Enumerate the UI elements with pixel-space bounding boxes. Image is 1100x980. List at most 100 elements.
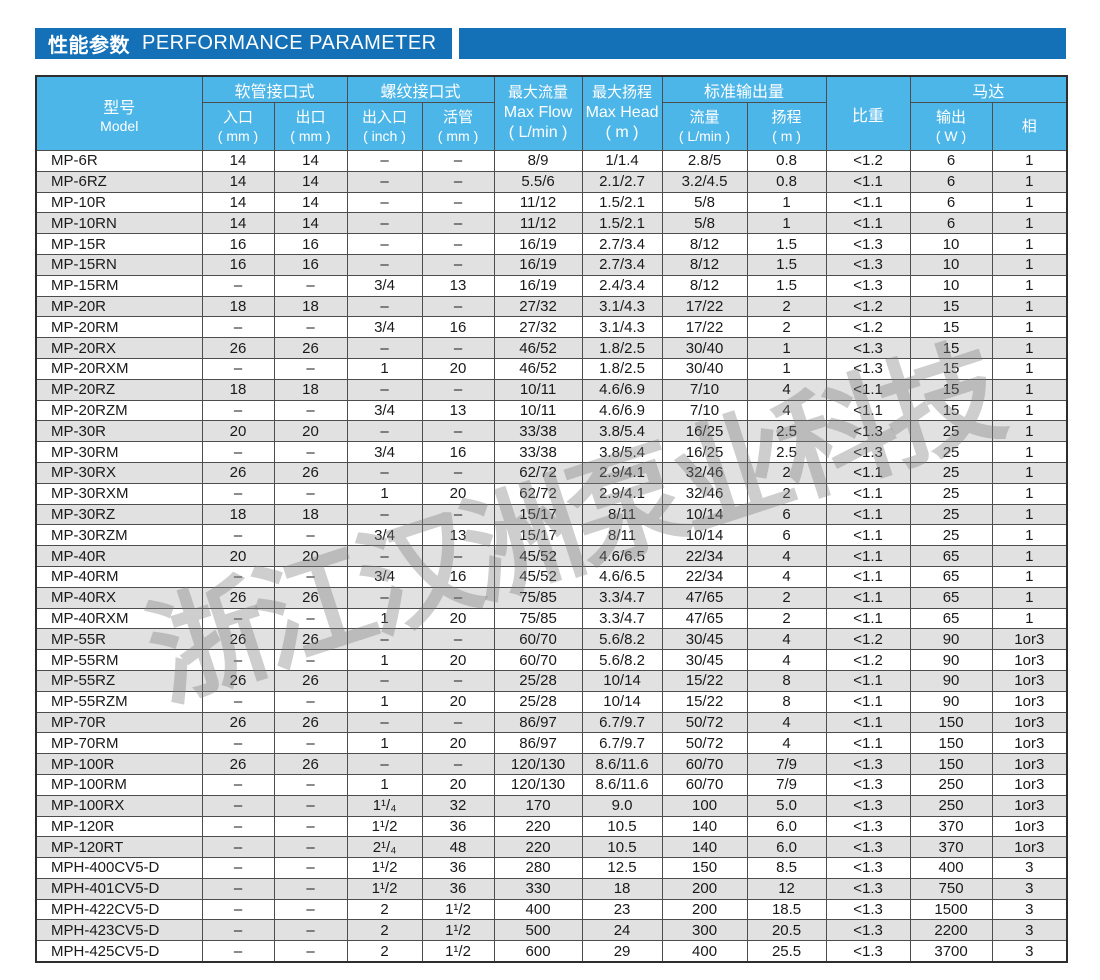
table-row: MP-70RM – –1 20 86/97 6.7/9.7 50/72 4 <1.1 150 1or… [35,732,1068,755]
value-cell: 25/28 [493,669,583,692]
value-cell: 7/10 [661,378,748,401]
value-cell: 12 [746,877,827,900]
value-cell: – [346,420,423,443]
value-cell: 25 [909,461,993,484]
value-cell: 100 [661,794,748,817]
table-row: MP-40RXM – –1 20 75/85 3.3/4.7 47/65 2 <1.1 65 1 [35,607,1068,630]
value-cell: 9.0 [581,794,663,817]
value-cell: – [201,898,275,921]
value-cell: 8/11 [581,524,663,547]
value-cell: 25 [909,524,993,547]
value-cell: – [201,919,275,942]
model-cell: MPH-401CV5-D [35,877,203,900]
model-cell: MP-70RM [35,732,203,755]
value-cell: 46/52 [493,357,583,380]
value-cell: 17/22 [661,316,748,339]
model-cell: MP-40RX [35,586,203,609]
value-cell: 26 [273,669,348,692]
value-cell: 8 [746,690,827,713]
value-cell: 3 [991,898,1068,921]
value-cell: 3 [991,940,1068,963]
value-cell: 3700 [909,940,993,963]
value-cell: 18 [201,503,275,526]
value-cell: – [346,295,423,318]
value-cell: 46/52 [493,337,583,359]
value-cell: 3/4 [346,399,423,422]
col-header-hose-inlet: 入口 ( mm ) [201,102,275,151]
value-cell: 4.6/6.5 [581,565,663,588]
value-cell: <1.3 [825,253,911,276]
value-cell: 26 [273,337,348,359]
value-cell: 250 [909,794,993,817]
value-cell: 3.3/4.7 [581,586,663,609]
model-cell: MP-6RZ [35,170,203,193]
value-cell: <1.1 [825,378,911,401]
value-cell: 1 [346,690,423,713]
value-cell: 1or3 [991,815,1068,838]
value-cell: 10 [909,274,993,297]
table-row: MP-30RZM – –3/4 13 15/17 8/11 10/14 6 <1.1 25 1 [35,524,1068,547]
value-cell: <1.2 [825,150,911,172]
table-row: MP-100RM – –1 20 120/130 8.6/11.6 60/70 7/9 <1.3… [35,773,1068,796]
model-cell: MP-55R [35,628,203,651]
value-cell: – [421,420,495,443]
value-cell: <1.1 [825,669,911,692]
value-cell: <1.3 [825,233,911,255]
value-cell: – [346,170,423,193]
table-row: MP-100R 26 26– –120/130 8.6/11.6 60/70 7/9 <1.3… [35,753,1068,775]
value-cell: <1.1 [825,732,911,755]
value-cell: 2.7/3.4 [581,253,663,276]
value-cell: 1¹/2 [346,877,423,900]
value-cell: 220 [493,815,583,838]
value-cell: 1 [746,191,827,214]
value-cell: 8.6/11.6 [581,753,663,775]
value-cell: <1.3 [825,357,911,380]
value-cell: 10.5 [581,815,663,838]
value-cell: 6 [909,212,993,235]
page-title-en: PERFORMANCE PARAMETER [142,32,437,54]
value-cell: 1 [991,316,1068,339]
value-cell: 10/11 [493,378,583,401]
table-row: MP-40RX 26 26– –75/85 3.3/4.7 47/65 2 <1.1 65 1 [35,586,1068,609]
table-row: MP-20R 18 18– –27/32 3.1/4.3 17/22 2 <1.2 15 1 [35,295,1068,318]
value-cell: 10.5 [581,836,663,859]
value-cell: – [273,857,348,879]
value-cell: 10/11 [493,399,583,422]
value-cell: 1 [991,420,1068,443]
value-cell: 4 [746,649,827,671]
value-cell: 26 [201,628,275,651]
value-cell: 18 [201,378,275,401]
value-cell: 1or3 [991,669,1068,692]
value-cell: <1.1 [825,524,911,547]
title-bar-accent [459,28,1066,59]
value-cell: <1.3 [825,441,911,463]
col-header-hose-outlet: 出口 ( mm ) [273,102,348,151]
value-cell: 400 [493,898,583,921]
value-cell: 45/52 [493,545,583,567]
value-cell: 10 [909,253,993,276]
value-cell: <1.1 [825,170,911,193]
value-cell: 1 [346,357,423,380]
value-cell: 13 [421,274,495,297]
value-cell: – [273,482,348,505]
model-cell: MP-15R [35,233,203,255]
value-cell: 1.5 [746,274,827,297]
value-cell: 90 [909,669,993,692]
table-row: MP-55RM – –1 20 60/70 5.6/8.2 30/45 4 <1.2 90 1or3 [35,649,1068,671]
value-cell: 65 [909,565,993,588]
value-cell: 5.6/8.2 [581,649,663,671]
value-cell: – [421,461,495,484]
value-cell: 8 [746,669,827,692]
value-cell: 1/1.4 [581,150,663,172]
value-cell: 47/65 [661,607,748,630]
value-cell: 16/25 [661,441,748,463]
value-cell: 18 [201,295,275,318]
value-cell: <1.3 [825,877,911,900]
value-cell: 26 [201,669,275,692]
value-cell: 1or3 [991,732,1068,755]
value-cell: 4 [746,545,827,567]
value-cell: 7/9 [746,753,827,775]
value-cell: 220 [493,836,583,859]
value-cell: 45/52 [493,565,583,588]
value-cell: 2 [746,607,827,630]
